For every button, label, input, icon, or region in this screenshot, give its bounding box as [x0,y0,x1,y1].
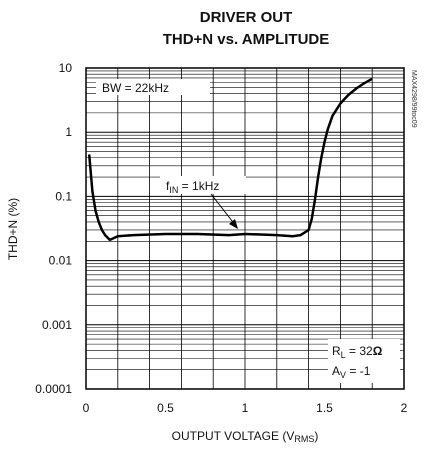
y-tick-label: 1 [65,125,72,139]
rl-label: RL = 32Ω [332,344,383,360]
fin-label: fIN = 1kHz [166,179,219,195]
x-tick-label: 0.5 [157,401,174,415]
x-tick-labels: 0 0.5 1 1.5 2 [83,401,408,415]
y-tick-label: 0.0001 [35,382,72,396]
fin-arrowhead [229,219,238,229]
x-axis-label: OUTPUT VOLTAGE (VRMS) [172,429,319,444]
bw-label-bg [96,79,210,95]
chart-title-line1: DRIVER OUT [200,9,293,26]
av-label: AV = -1 [332,364,371,380]
y-tick-label: 0.1 [55,189,72,203]
plot-frame [85,67,405,390]
x-tick-label: 2 [401,401,408,415]
y-tick-label: 0.01 [49,254,73,268]
grid [86,68,404,390]
conditions-bg [328,339,400,383]
fin-label-bg [160,176,246,194]
y-axis-label: THD+N (%) [6,198,20,260]
figure-code: MAX4298/99toc09 [410,70,417,128]
y-tick-label: 10 [59,61,73,75]
fin-arrow [210,193,237,227]
bw-label: BW = 22kHz [102,81,169,95]
x-tick-label: 1.5 [316,401,333,415]
chart-title-line2: THD+N vs. AMPLITUDE [163,31,330,48]
y-tick-label: 0.001 [42,318,72,332]
x-tick-label: 0 [83,401,90,415]
x-tick-label: 1 [242,401,249,415]
thd-curve [87,77,373,242]
y-tick-labels: 10 1 0.1 0.01 0.001 0.0001 [35,61,72,396]
